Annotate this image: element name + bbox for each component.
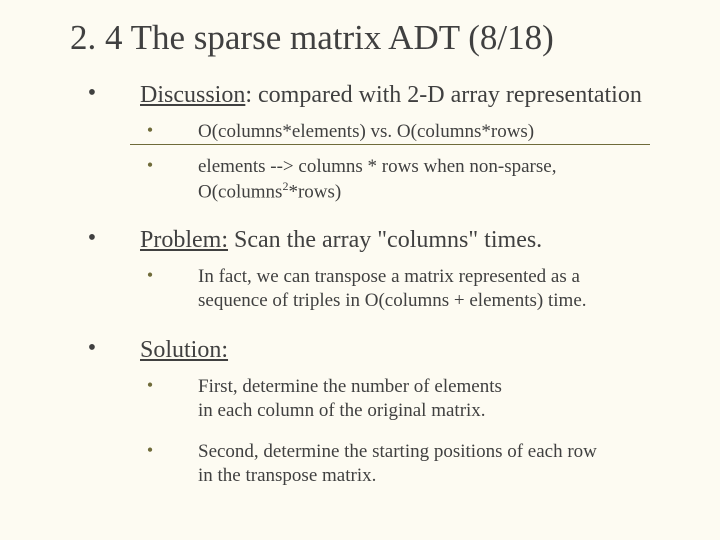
bullet-level0-text: Discussion: compared with 2-D array repr… [140,80,642,110]
bullet-level0-text: Solution: [140,335,228,365]
bullet-level0-text: Problem: Scan the array "columns" times. [140,225,542,255]
slide: 2. 4 The sparse matrix ADT (8/18) • Disc… [0,0,720,540]
bullet-level0-icon: • [82,335,102,362]
bullet-level1-text: First, determine the number of elements … [198,375,502,423]
bullet-level1-icon: • [140,265,160,286]
underline-word: Solution: [140,337,228,363]
bullet-level1-text: elements --> columns * rows when non-spa… [198,155,556,204]
bullet-level1-icon: • [140,155,160,176]
slide-title: 2. 4 The sparse matrix ADT (8/18) [70,18,554,58]
bullet-level1-text: Second, determine the starting positions… [198,440,597,488]
bullet-level0-icon: • [82,225,102,252]
bullet-level0-icon: • [82,80,102,107]
bullet-level1-icon: • [140,440,160,461]
underline-word: Problem: [140,227,228,253]
bullet-level1-text: O(columns*elements) vs. O(columns*rows) [198,120,534,144]
bullet-level1-icon: • [140,120,160,141]
underline-word: Discussion [140,82,245,108]
divider-line [130,144,650,145]
bullet-level1-text: In fact, we can transpose a matrix repre… [198,265,587,313]
bullet-level1-icon: • [140,375,160,396]
